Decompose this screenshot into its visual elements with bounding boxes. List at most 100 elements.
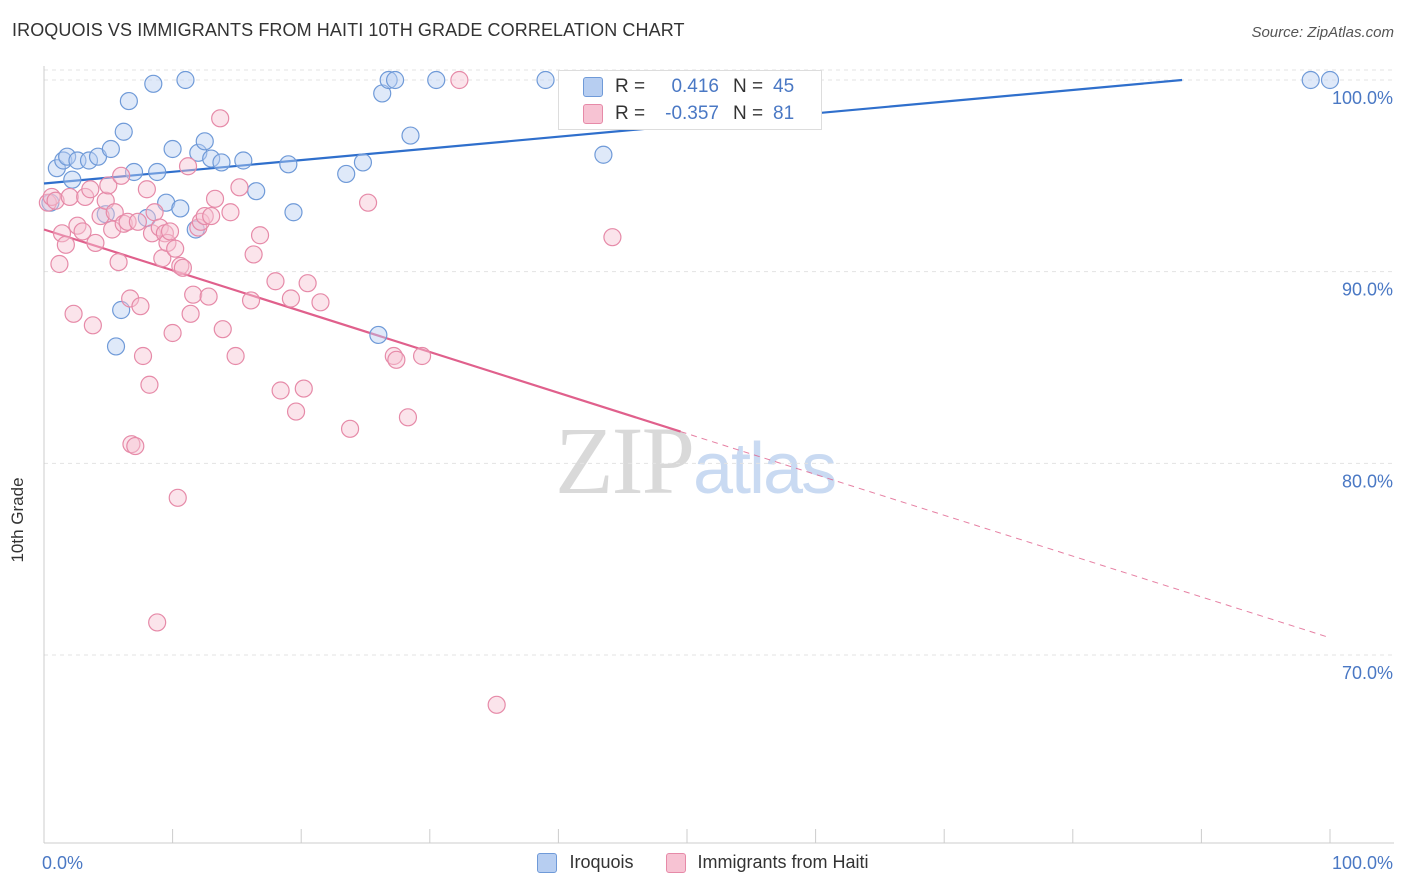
haiti-point xyxy=(281,289,301,308)
x-tick-label: 0.0% xyxy=(42,853,83,873)
haiti-point xyxy=(126,436,145,456)
haiti-point xyxy=(450,70,469,90)
haiti-point xyxy=(412,346,432,366)
iroquois-point xyxy=(171,199,190,218)
iroquois-swatch xyxy=(583,77,603,97)
iroquois-point xyxy=(114,122,133,141)
haiti-point xyxy=(118,212,137,231)
haiti-point xyxy=(83,316,102,335)
haiti-point xyxy=(150,218,169,237)
iroquois-point xyxy=(195,132,214,151)
haiti-point xyxy=(166,239,185,258)
legend-label: Immigrants from Haiti xyxy=(697,852,869,872)
trend-lines xyxy=(43,78,1331,639)
data-points xyxy=(38,70,1340,714)
haiti-point xyxy=(226,346,245,366)
haiti-point xyxy=(178,157,198,176)
legend-item-iroquois[interactable]: Iroquois xyxy=(537,852,634,873)
stats-legend: R = 0.416 N = 45 R = -0.357 N = 81 xyxy=(558,70,822,130)
iroquois-point xyxy=(353,153,373,172)
haiti-point xyxy=(241,291,261,310)
iroquois-point xyxy=(379,70,398,90)
iroquois-point xyxy=(369,325,388,345)
haiti-point xyxy=(286,402,306,421)
n-label: N = xyxy=(733,103,764,124)
iroquois-point xyxy=(202,149,221,168)
haiti-point xyxy=(213,320,232,339)
haiti-point xyxy=(140,375,159,394)
r-value: 0.416 xyxy=(671,76,719,97)
iroquois-point xyxy=(144,74,163,93)
haiti-point xyxy=(211,109,230,128)
haiti-point xyxy=(199,287,218,306)
iroquois-point xyxy=(427,70,446,90)
tick-labels: 100.0% 90.0% 80.0% 70.0% 0.0% 100.0% xyxy=(42,88,1393,873)
chart-title: IROQUOIS VS IMMIGRANTS FROM HAITI 10TH G… xyxy=(12,20,685,40)
watermark-zip: ZIP xyxy=(555,407,695,514)
haiti-point xyxy=(487,695,506,714)
haiti-point xyxy=(266,272,285,291)
iroquois-point xyxy=(148,162,167,182)
iroquois-point xyxy=(63,170,82,189)
iroquois-trend-line xyxy=(43,78,1183,185)
y-tick-label: 80.0% xyxy=(1342,471,1393,491)
stats-row-haiti: R = -0.357 N = 81 xyxy=(583,101,813,127)
haiti-point xyxy=(163,323,182,343)
r-value: -0.357 xyxy=(665,103,719,124)
haiti-point xyxy=(133,346,153,366)
haiti-trend-line xyxy=(43,228,681,433)
haiti-point xyxy=(250,226,270,245)
haiti-point xyxy=(137,180,156,199)
haiti-point xyxy=(99,176,118,195)
haiti-point xyxy=(294,379,313,398)
haiti-point xyxy=(46,191,65,210)
haiti-point xyxy=(205,189,225,208)
iroquois-point xyxy=(284,203,303,222)
n-value: 81 xyxy=(773,103,795,124)
y-tick-label: 70.0% xyxy=(1342,663,1393,683)
haiti-point xyxy=(73,222,92,241)
n-label: N = xyxy=(733,76,764,97)
haiti-point xyxy=(340,419,360,438)
watermark: ZIPatlas xyxy=(555,405,837,516)
iroquois-point xyxy=(536,70,555,90)
haiti-point xyxy=(168,488,187,507)
haiti-point xyxy=(244,245,263,264)
x-tick-label: 100.0% xyxy=(1332,853,1393,873)
iroquois-point xyxy=(212,153,231,172)
iroquois-point xyxy=(58,147,77,166)
iroquois-legend-swatch xyxy=(537,852,558,873)
haiti-point xyxy=(103,220,122,239)
iroquois-point xyxy=(176,70,195,90)
iroquois-point xyxy=(247,182,266,201)
haiti-point xyxy=(160,222,180,241)
haiti-point xyxy=(230,178,249,197)
watermark-atlas: atlas xyxy=(693,429,837,509)
haiti-point xyxy=(81,180,100,199)
haiti-point xyxy=(121,289,140,308)
r-label: R = xyxy=(615,76,646,97)
haiti-point xyxy=(311,293,330,312)
haiti-point xyxy=(64,304,83,323)
legend-item-haiti[interactable]: Immigrants from Haiti xyxy=(665,852,869,873)
haiti-swatch xyxy=(583,104,603,124)
haiti-point xyxy=(181,304,200,323)
haiti-point xyxy=(145,203,164,222)
haiti-point xyxy=(603,228,622,247)
iroquois-point xyxy=(337,164,356,184)
y-tick-label: 90.0% xyxy=(1342,280,1393,300)
iroquois-point xyxy=(279,155,298,174)
haiti-point xyxy=(398,408,418,427)
stats-row-iroquois: R = 0.416 N = 45 xyxy=(583,74,813,100)
haiti-point xyxy=(131,297,150,316)
iroquois-point xyxy=(101,139,120,159)
haiti-trend-extension xyxy=(680,431,1331,639)
haiti-point xyxy=(221,203,240,222)
iroquois-point xyxy=(163,139,182,159)
iroquois-point xyxy=(234,151,253,170)
y-tick-label: 100.0% xyxy=(1332,88,1393,108)
haiti-point xyxy=(271,381,290,400)
r-label: R = xyxy=(615,103,646,124)
haiti-point xyxy=(56,235,75,254)
